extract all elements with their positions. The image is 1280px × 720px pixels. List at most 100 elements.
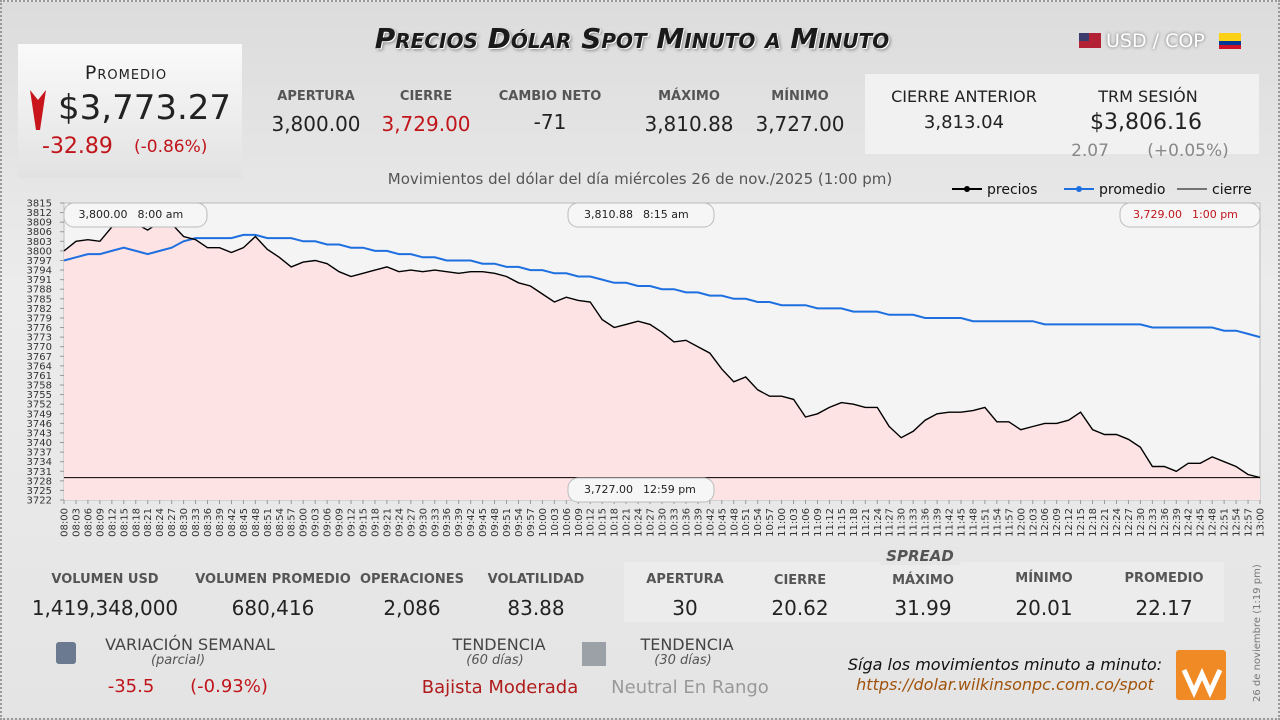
- logo-mark: [1181, 667, 1223, 699]
- x-tick-label: 12:39: [1172, 508, 1183, 537]
- x-tick-label: 11:48: [968, 508, 979, 537]
- x-tick-label: 08:42: [227, 508, 238, 537]
- x-tick-label: 12:51: [1220, 508, 1231, 537]
- x-tick-label: 08:03: [71, 508, 82, 537]
- weekly-note: (parcial): [150, 653, 206, 668]
- x-tick-label: 08:15: [119, 508, 130, 537]
- spread-value: 31.99: [894, 596, 952, 620]
- x-tick-label: 12:15: [1076, 508, 1087, 537]
- y-tick-label: 3782: [27, 304, 52, 315]
- x-tick-label: 11:57: [1004, 508, 1015, 537]
- x-tick-label: 10:21: [622, 508, 633, 537]
- x-tick-label: 12:18: [1088, 508, 1099, 537]
- y-tick-label: 3791: [27, 275, 52, 286]
- promedio-change: -32.89: [42, 134, 113, 159]
- x-tick-label: 12:00: [1016, 508, 1027, 537]
- timestamp: 26 de noviembre (1:19 pm): [1252, 564, 1263, 702]
- legend-label: promedio: [1099, 182, 1166, 198]
- x-tick-label: 09:24: [394, 508, 405, 537]
- x-tick-label: 12:36: [1160, 508, 1171, 537]
- y-tick-label: 3806: [27, 227, 52, 238]
- volume-value: 680,416: [231, 596, 315, 620]
- y-tick-label: 3764: [27, 361, 52, 372]
- spread-label: MÁXIMO: [892, 573, 954, 588]
- x-tick-label: 09:45: [478, 508, 489, 537]
- x-tick-label: 09:09: [335, 508, 346, 537]
- x-tick-label: 10:54: [753, 508, 764, 537]
- x-tick-label: 11:03: [789, 508, 800, 537]
- y-tick-label: 3794: [27, 266, 52, 277]
- trm-label: TRM SESIÓN: [1098, 87, 1198, 106]
- stat-value: 3,729.00: [381, 112, 471, 136]
- x-tick-label: 09:15: [359, 508, 370, 537]
- y-tick-label: 3788: [27, 285, 52, 296]
- y-tick-label: 3812: [27, 208, 52, 219]
- promedio-value: $3,773.27: [58, 88, 232, 128]
- spread-label: CIERRE: [773, 573, 827, 588]
- x-tick-label: 08:21: [143, 508, 154, 537]
- x-tick-label: 12:42: [1184, 508, 1195, 537]
- stat-label: APERTURA: [277, 89, 355, 104]
- x-tick-label: 09:42: [466, 508, 477, 537]
- x-tick-label: 12:54: [1232, 508, 1243, 537]
- x-tick-label: 08:06: [83, 508, 94, 537]
- footer-link[interactable]: https://dolar.wilkinsonpc.com.co/spot: [856, 675, 1154, 694]
- x-tick-label: 10:15: [598, 508, 609, 537]
- stat-label: CIERRE: [399, 89, 453, 104]
- trend30-label: TENDENCIA: [640, 635, 734, 654]
- down-arrow: [30, 90, 46, 130]
- y-tick-label: 3734: [27, 457, 52, 468]
- x-tick-label: 10:48: [729, 508, 740, 537]
- x-tick-label: 12:21: [1100, 508, 1111, 537]
- x-tick-label: 08:18: [131, 508, 142, 537]
- x-tick-label: 10:00: [538, 508, 549, 537]
- annotation-box: [567, 202, 715, 228]
- x-tick-label: 10:09: [574, 508, 585, 537]
- x-tick-label: 09:30: [418, 508, 429, 537]
- y-tick-label: 3737: [27, 448, 52, 459]
- x-tick-label: 12:24: [1112, 508, 1123, 537]
- spread-value: 20.62: [771, 596, 829, 620]
- weekly-label: VARIACIÓN SEMANAL: [105, 635, 275, 654]
- x-tick-label: 09:03: [311, 508, 322, 537]
- x-tick-label: 09:54: [514, 508, 525, 537]
- x-tick-label: 10:51: [741, 508, 752, 537]
- x-tick-label: 09:57: [526, 508, 537, 537]
- previous-panel: [865, 74, 1259, 154]
- previous-value: 3,813.04: [923, 112, 1005, 133]
- x-tick-label: 11:15: [837, 508, 848, 537]
- x-tick-label: 12:27: [1124, 508, 1135, 537]
- x-tick-label: 09:48: [490, 508, 501, 537]
- promedio-percent: (-0.86%): [134, 137, 208, 157]
- x-tick-label: 08:39: [215, 508, 226, 537]
- x-tick-label: 10:03: [550, 508, 561, 537]
- x-tick-label: 09:12: [347, 508, 358, 537]
- stat-value: 3,800.00: [271, 112, 361, 136]
- trm-change: 2.07: [1071, 141, 1109, 161]
- x-tick-label: 12:12: [1064, 508, 1075, 537]
- y-tick-label: 3758: [27, 381, 52, 392]
- promedio-panel: [18, 44, 242, 178]
- x-tick-label: 08:12: [107, 508, 118, 537]
- trend30-note: (30 días): [654, 653, 712, 668]
- y-tick-label: 3803: [27, 237, 52, 248]
- x-tick-label: 10:27: [646, 508, 657, 537]
- x-tick-label: 08:51: [263, 508, 274, 537]
- annotation-time: 12:59 pm: [643, 483, 696, 496]
- title: Precios Dólar Spot Minuto a Minuto: [374, 22, 890, 55]
- previous-label: CIERRE ANTERIOR: [891, 87, 1037, 106]
- average-line: [63, 233, 1261, 339]
- volume-label: VOLUMEN USD: [51, 572, 159, 587]
- x-tick-label: 09:18: [370, 508, 381, 537]
- legend-label: precios: [987, 182, 1037, 198]
- price-area: [64, 219, 1260, 500]
- annotation-time: 8:00 am: [138, 208, 184, 221]
- y-tick-label: 3809: [27, 218, 52, 229]
- x-tick-label: 11:42: [945, 508, 956, 537]
- x-tick-label: 11:09: [813, 508, 824, 537]
- x-tick-label: 08:00: [60, 508, 71, 537]
- x-tick-label: 10:30: [658, 508, 669, 537]
- weekly-percent: (-0.93%): [190, 676, 268, 697]
- x-tick-label: 08:45: [239, 508, 250, 537]
